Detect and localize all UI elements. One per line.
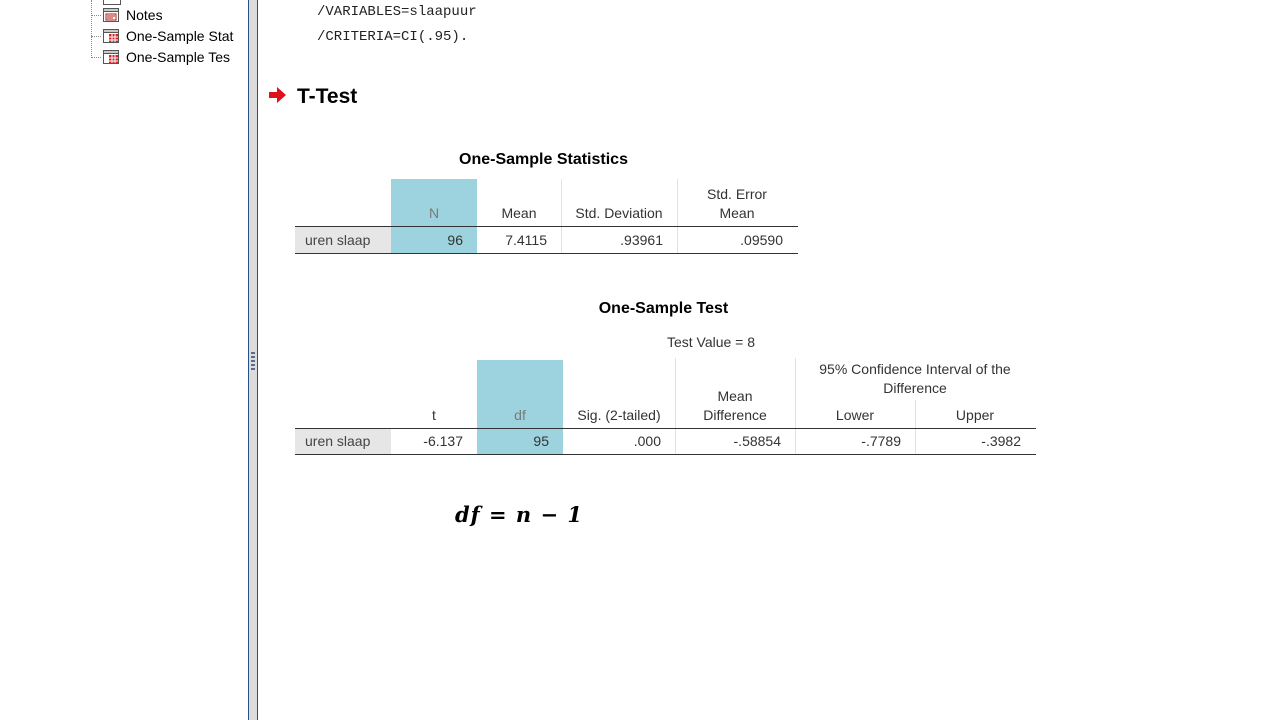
row-label: uren slaap — [295, 227, 391, 253]
syntax-line: /VARIABLES=slaapuur — [317, 4, 477, 20]
column-header-n: N — [391, 179, 477, 226]
column-header-t: t — [432, 407, 436, 423]
outline-pane[interactable]: Notes One-Sample Stat — [0, 0, 248, 720]
formula-annotation: df = n − 1 — [455, 502, 584, 527]
cell-mean-difference: -.58854 — [733, 433, 781, 449]
splitter-grip-icon[interactable] — [251, 352, 255, 370]
column-header-sig: Sig. (2-tailed) — [577, 407, 661, 423]
row-label: uren slaap — [295, 429, 391, 454]
syntax-line: /CRITERIA=CI(.95). — [317, 29, 469, 45]
cell-t: -6.137 — [423, 433, 463, 449]
test-value-label: Test Value = 8 — [666, 334, 756, 350]
arrow-right-icon — [268, 86, 288, 104]
cell-std-deviation: .93961 — [620, 232, 663, 248]
outline-item-label: Notes — [126, 7, 163, 23]
outline-item-notes[interactable]: Notes — [91, 5, 163, 25]
column-header-std-deviation: Std. Deviation — [575, 205, 663, 221]
column-header-mean: Mean — [501, 205, 537, 221]
pane-splitter[interactable] — [248, 0, 258, 720]
outline-item-one-sample-statistics[interactable]: One-Sample Stat — [91, 26, 233, 46]
tree-connector — [91, 0, 92, 58]
cell-std-error-mean: .09590 — [740, 232, 783, 248]
notes-icon — [102, 7, 120, 23]
table-icon — [102, 28, 120, 44]
column-header-std-error-mean: Std. Error Mean — [707, 186, 767, 221]
column-header-confidence-interval: 95% Confidence Interval of the Differenc… — [819, 361, 1011, 396]
cell-sig: .000 — [633, 433, 661, 449]
cell-n: 96 — [391, 227, 477, 253]
table-title: One-Sample Test — [598, 300, 729, 317]
tree-node-icon-partial — [103, 0, 121, 5]
column-header-mean-difference: Mean Difference — [703, 388, 767, 423]
column-header-df: df — [477, 360, 563, 428]
outline-item-label: One-Sample Tes — [126, 49, 231, 65]
cell-upper: -.3982 — [981, 433, 1021, 449]
cell-df: 95 — [477, 429, 563, 454]
column-header-upper: Upper — [955, 407, 995, 423]
outline-item-label: One-Sample Stat — [126, 28, 234, 44]
ttest-heading: T-Test — [297, 85, 358, 108]
table-icon — [102, 49, 120, 65]
cell-mean: 7.4115 — [505, 232, 547, 248]
table-title: One-Sample Statistics — [459, 151, 628, 168]
cell-lower: -.7789 — [861, 433, 901, 449]
column-header-lower: Lower — [835, 407, 875, 423]
outline-item-one-sample-test[interactable]: One-Sample Tes — [91, 47, 230, 67]
